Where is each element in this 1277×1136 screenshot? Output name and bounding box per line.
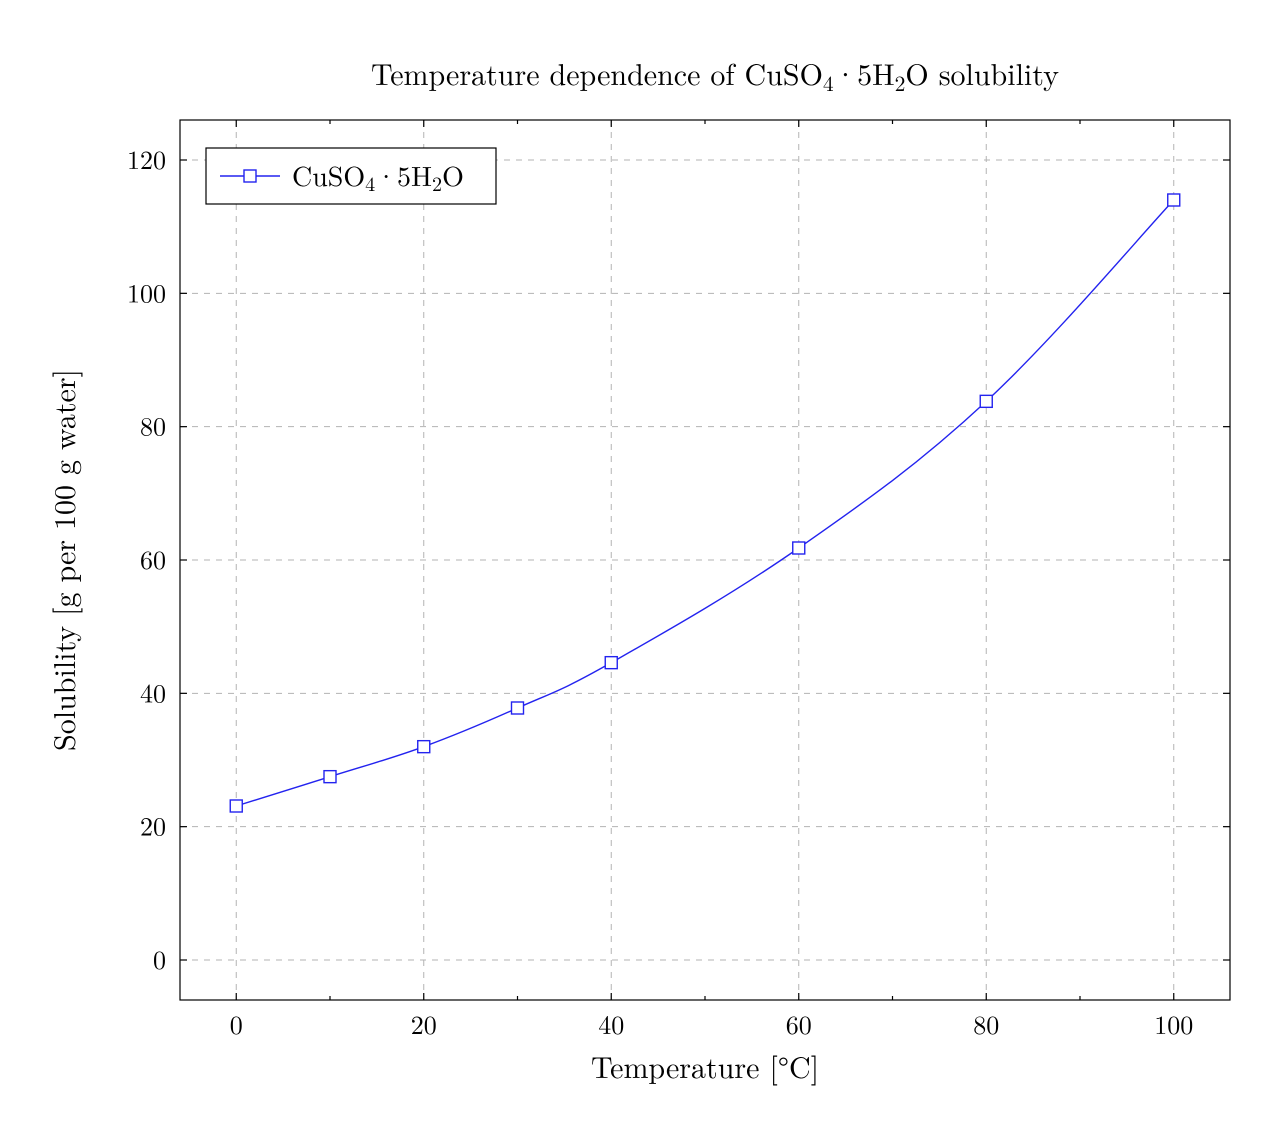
series-marker [980,395,992,407]
series-marker [793,542,805,554]
solubility-chart: 0 20 40 60 80 100 0 20 40 60 80 100 120 Temperature [… [0,0,1277,1131]
y-axis-label: Solubility [g per 100 g water] [41,369,84,751]
chart-background [0,0,1277,1131]
y-tick-label: 120 [127,140,166,177]
y-tick-label: 100 [127,273,166,310]
chart-container: 0 20 40 60 80 100 0 20 40 60 80 100 120 Temperature [… [0,0,1277,1136]
legend: CuSO4·5H2O [206,148,496,204]
series-marker [324,771,336,783]
chart-title: Temperature dependence of CuSO4·5H2O sol… [371,51,1059,98]
x-tick-label: 20 [411,1005,437,1042]
y-tick-label: 0 [153,940,166,977]
y-tick-label: 60 [140,540,166,577]
series-marker [1168,194,1180,206]
series-marker [605,657,617,669]
series-marker [512,702,524,714]
x-tick-label: 80 [973,1005,999,1042]
y-tick-label: 80 [140,407,166,444]
x-tick-label: 100 [1154,1005,1193,1042]
y-tick-label: 20 [140,807,166,844]
x-tick-label: 40 [598,1005,624,1042]
x-tick-label: 60 [786,1005,812,1042]
series-marker [230,800,242,812]
x-tick-label: 0 [230,1005,243,1042]
series-marker [418,741,430,753]
x-axis-label: Temperature [°C] [591,1044,819,1087]
page: Plotting from data: 02040608010002040608… [0,0,1277,1131]
y-tick-label: 40 [140,673,166,710]
